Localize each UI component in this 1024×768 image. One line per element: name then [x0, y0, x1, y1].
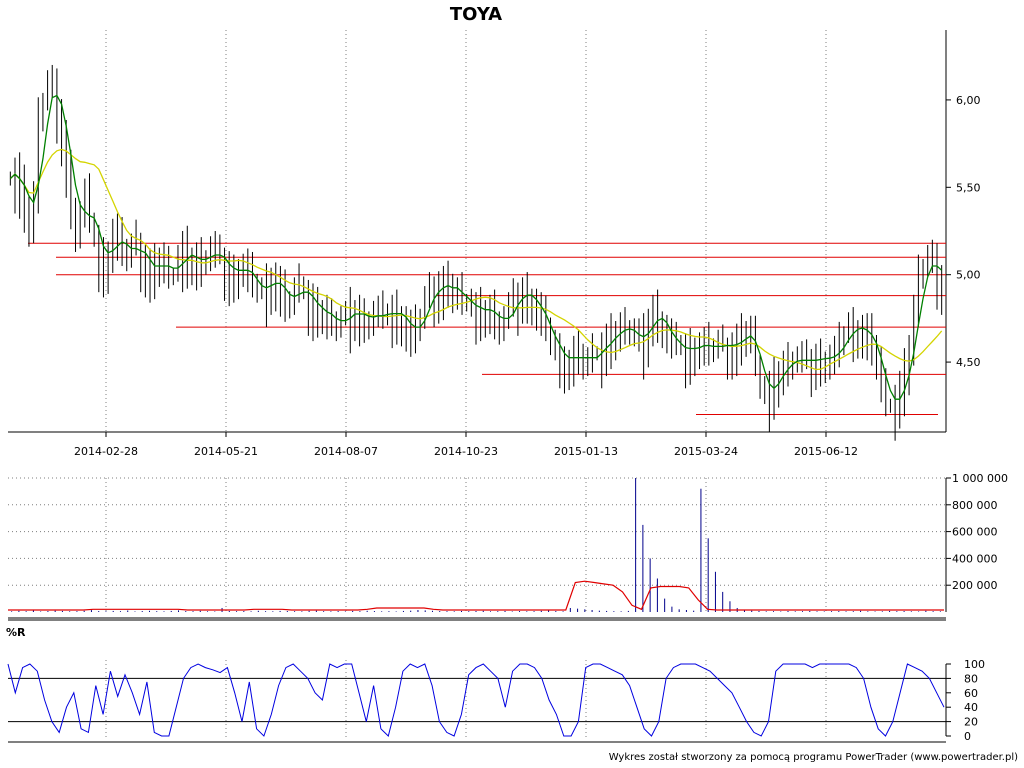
volume-y-tick-label: 1 000 000: [952, 472, 1008, 485]
volume-y-tick-label: 600 000: [952, 526, 998, 539]
chart-title: TOYA: [450, 4, 502, 25]
volume-moving-average: [8, 580, 944, 611]
moving-average-short: [9, 94, 943, 400]
x-tick-label: 2014-10-23: [434, 445, 498, 458]
price-panel: 4,50 5,00 5,50 6,00: [8, 30, 981, 441]
x-tick-label: 2015-01-13: [554, 445, 618, 458]
volume-y-tick-label: 800 000: [952, 499, 998, 512]
price-y-tick-label: 6,00: [956, 94, 981, 107]
x-tick-label: 2014-08-07: [314, 445, 378, 458]
wr-y-tick-label: 100: [964, 658, 985, 671]
price-y-tick-label: 5,50: [956, 181, 981, 194]
price-y-tick-label: 5,00: [956, 269, 981, 282]
wr-y-tick-label: 20: [964, 716, 978, 729]
x-tick-label: 2014-05-21: [194, 445, 258, 458]
volume-panel: 200 000 400 000 600 000 800 000 1 000 000: [8, 472, 1008, 621]
volume-y-tick-label: 400 000: [952, 552, 998, 565]
volume-y-tick-label: 200 000: [952, 579, 998, 592]
credit-text: Wykres został stworzony za pomocą progra…: [609, 752, 1018, 763]
wr-panel-title: %R: [6, 626, 26, 639]
wr-line: [7, 663, 945, 737]
wr-y-tick-label: 0: [964, 730, 971, 743]
x-tick-label: 2015-06-12: [794, 445, 858, 458]
x-tick-label: 2015-03-24: [674, 445, 738, 458]
moving-average-long: [9, 148, 943, 371]
price-y-tick-label: 4,50: [956, 356, 981, 369]
x-tick-label: 2014-02-28: [74, 445, 138, 458]
wr-y-tick-label: 40: [964, 701, 978, 714]
wr-y-tick-label: 80: [964, 672, 978, 685]
grid-layer: 2014-02-28 2014-05-21 2014-08-07 2014-10-23…: [74, 30, 858, 740]
wr-y-tick-label: 60: [964, 687, 978, 700]
